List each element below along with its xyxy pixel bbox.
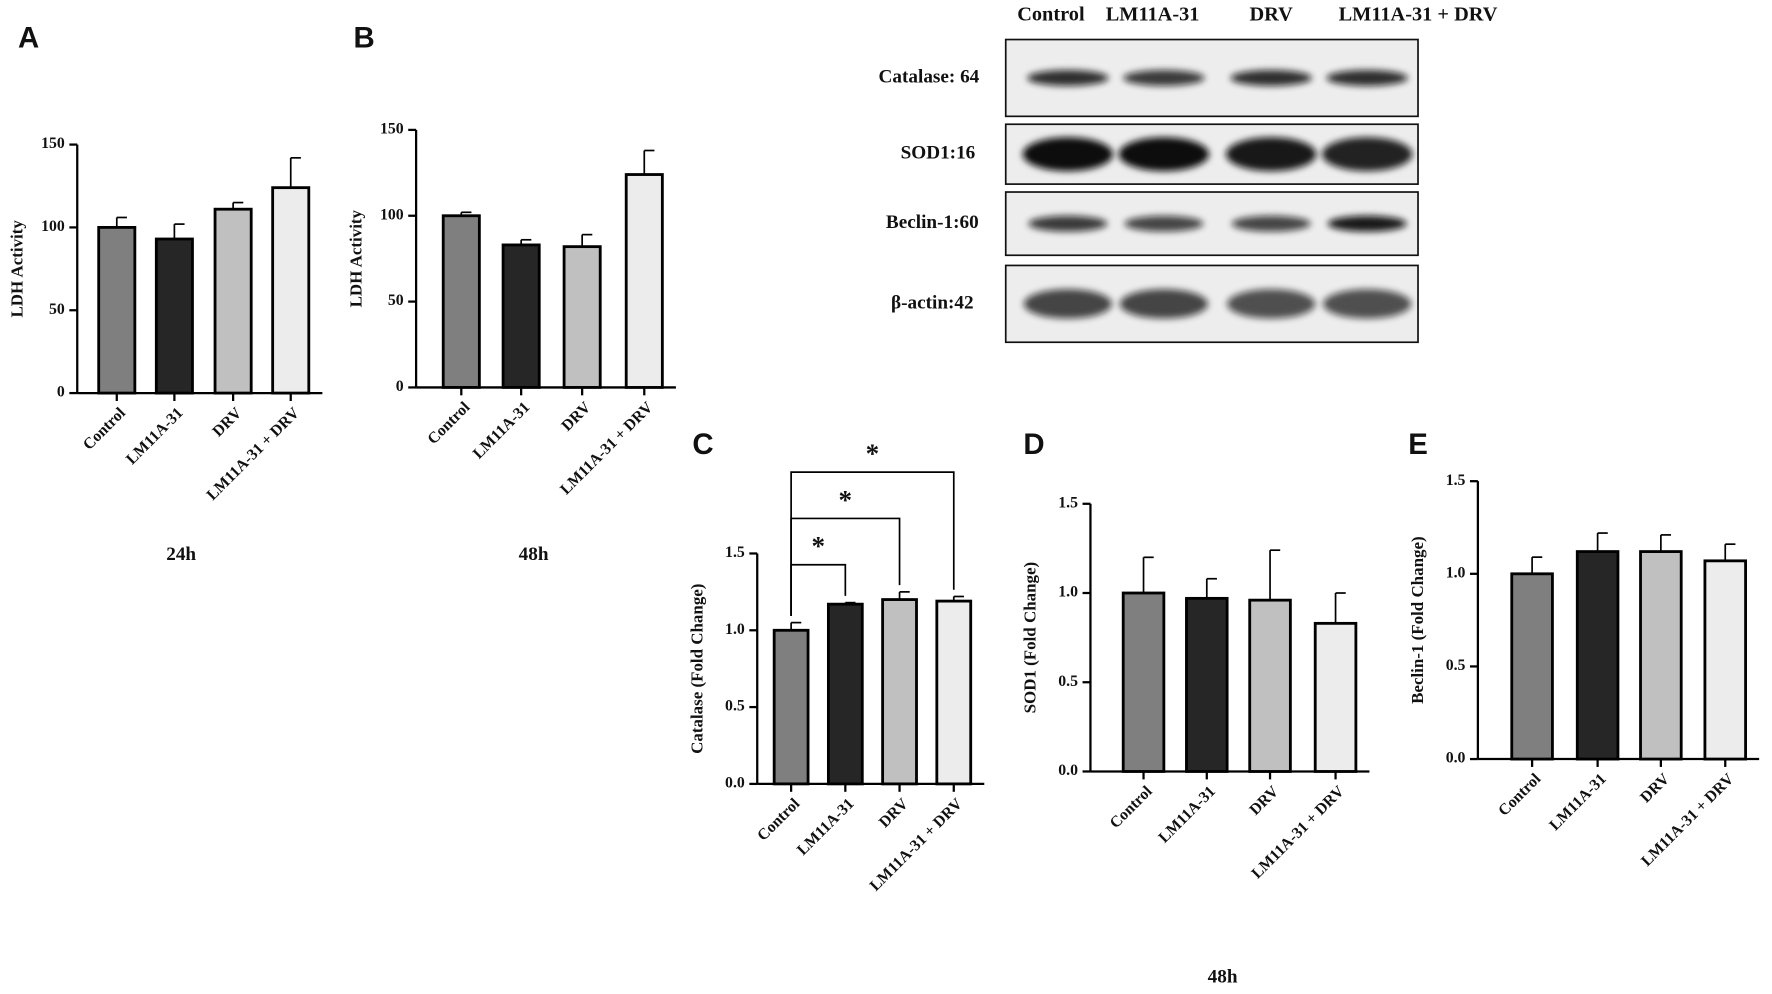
bar <box>271 186 311 395</box>
y-tick-label: 50 <box>49 301 65 318</box>
y-tick-label: 0.0 <box>725 775 745 792</box>
y-tick-label: 150 <box>41 135 65 152</box>
significance-label: * <box>866 439 880 469</box>
y-tick-label: 1.5 <box>725 544 745 561</box>
panel-label: A <box>18 21 39 54</box>
blot-band <box>1124 215 1204 232</box>
x-tick-label: LM11A-31 <box>1155 783 1219 847</box>
blot-band <box>1227 289 1316 319</box>
y-tick-label: 1.0 <box>725 621 745 638</box>
x-tick-label: Control <box>424 398 473 447</box>
y-tick-label: 1.0 <box>1058 584 1078 601</box>
x-tick-label: Control <box>754 795 803 844</box>
bar <box>1575 550 1620 761</box>
bar <box>935 599 973 786</box>
panel-label: B <box>354 21 375 54</box>
x-tick-label: DRV <box>1637 770 1673 806</box>
x-tick-label: Control <box>1495 770 1544 819</box>
bar <box>1248 598 1292 773</box>
blot-band <box>1230 70 1312 86</box>
y-axis-label: Catalase (Fold Change) <box>687 584 706 754</box>
blot-band <box>1023 289 1112 319</box>
bar <box>826 602 864 786</box>
y-axis-label: Beclin-1 (Fold Change) <box>1408 536 1427 704</box>
blot-band <box>1119 289 1208 319</box>
blot-band <box>1326 70 1408 86</box>
blot-band <box>1231 215 1311 232</box>
y-tick-label: 0.5 <box>725 698 745 715</box>
blot-band <box>1027 70 1109 86</box>
panel-label: C <box>692 428 713 461</box>
caption: 24h <box>166 544 196 565</box>
bar <box>1639 550 1683 761</box>
bar <box>501 243 541 389</box>
blot-band <box>1028 215 1108 232</box>
x-tick-label: Control <box>1107 782 1156 831</box>
y-tick-label: 50 <box>388 292 404 309</box>
bar <box>1703 559 1747 761</box>
blot-band <box>1323 289 1412 319</box>
y-tick-label: 150 <box>380 121 404 138</box>
panel-label: E <box>1408 428 1428 461</box>
y-tick-label: 0.5 <box>1446 657 1466 674</box>
significance-label: * <box>811 531 825 561</box>
blot-row-label: Catalase: 64 <box>879 66 980 87</box>
blot-band <box>1322 137 1413 172</box>
y-tick-label: 1.5 <box>1058 494 1078 511</box>
blot-band <box>1123 70 1205 86</box>
bar <box>624 173 664 389</box>
blot-band <box>1327 215 1407 232</box>
x-tick-label: LM11A-31 <box>1546 770 1610 834</box>
y-tick-label: 1.0 <box>1446 564 1466 581</box>
bar <box>97 226 137 395</box>
bar <box>1510 572 1554 761</box>
x-tick-label: LM11A-31 <box>794 795 858 859</box>
blot-row-label: β-actin:42 <box>891 292 974 313</box>
significance-label: * <box>839 485 853 515</box>
y-tick-label: 0.0 <box>1058 762 1078 779</box>
x-tick-label: LM11A-31 + DRV <box>867 795 967 895</box>
x-tick-label: LM11A-31 <box>123 404 187 468</box>
bar <box>881 598 918 786</box>
bar <box>154 237 194 395</box>
lane-label: LM11A-31 + DRV <box>1339 3 1498 25</box>
bar <box>562 245 602 389</box>
bar <box>441 214 481 389</box>
x-tick-label: DRV <box>1246 783 1282 819</box>
y-axis-label: SOD1 (Fold Change) <box>1021 562 1040 714</box>
blot-band <box>1118 137 1210 172</box>
y-tick-label: 0 <box>57 384 65 401</box>
bar <box>1185 596 1229 773</box>
y-axis-label: LDH Activity <box>346 209 365 307</box>
lane-label: LM11A-31 <box>1106 3 1200 25</box>
blot-band <box>1225 137 1317 172</box>
lane-label: Control <box>1017 3 1085 25</box>
y-tick-label: 0 <box>396 378 404 395</box>
blot-row-label: Beclin-1:60 <box>886 212 979 233</box>
x-tick-label: DRV <box>558 398 594 434</box>
x-tick-label: DRV <box>209 404 245 440</box>
x-tick-label: LM11A-31 <box>470 399 534 463</box>
significance-bracket <box>790 471 955 616</box>
blot-row-label: SOD1:16 <box>901 143 976 164</box>
y-tick-label: 0.0 <box>1446 750 1466 767</box>
x-tick-label: Control <box>80 404 129 453</box>
x-tick-label: DRV <box>876 795 912 831</box>
bar <box>772 628 810 786</box>
y-axis-label: LDH Activity <box>7 220 26 318</box>
lane-label: DRV <box>1250 3 1294 25</box>
bar <box>1121 591 1166 773</box>
y-tick-label: 0.5 <box>1058 673 1078 690</box>
caption: 48h <box>519 544 549 565</box>
y-tick-label: 100 <box>380 206 404 223</box>
caption: 48h <box>1208 967 1238 988</box>
panel-label: D <box>1023 428 1044 461</box>
blot-band <box>1022 137 1114 172</box>
y-tick-label: 1.5 <box>1446 472 1466 489</box>
bar <box>1313 621 1358 773</box>
bar <box>213 207 253 395</box>
y-tick-label: 100 <box>41 218 65 235</box>
